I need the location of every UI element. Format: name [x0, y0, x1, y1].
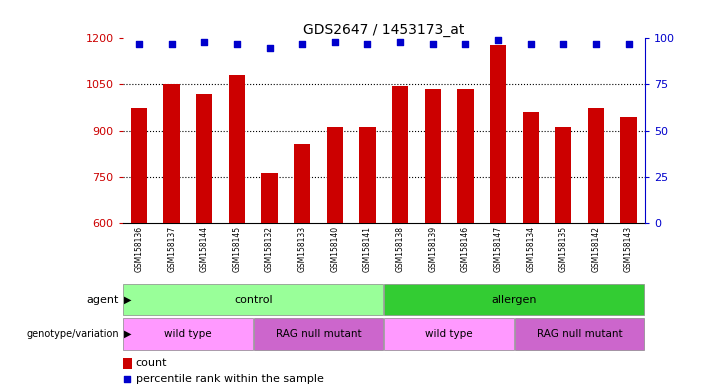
- Text: RAG null mutant: RAG null mutant: [537, 329, 622, 339]
- Text: GSM158133: GSM158133: [298, 226, 307, 272]
- Point: [460, 41, 471, 47]
- Text: ▶: ▶: [124, 329, 132, 339]
- Text: GSM158132: GSM158132: [265, 226, 274, 271]
- Text: control: control: [234, 295, 273, 305]
- Bar: [254, 318, 383, 350]
- Point: [590, 41, 601, 47]
- Point: [395, 39, 406, 45]
- Text: count: count: [136, 358, 168, 368]
- Bar: [384, 318, 514, 350]
- Point: [122, 376, 133, 382]
- Bar: [261, 173, 278, 223]
- Point: [362, 41, 373, 47]
- Bar: [327, 127, 343, 223]
- Title: GDS2647 / 1453173_at: GDS2647 / 1453173_at: [303, 23, 465, 37]
- Bar: [360, 127, 376, 223]
- Text: agent: agent: [87, 295, 119, 305]
- Text: wild type: wild type: [426, 329, 473, 339]
- Bar: [555, 127, 571, 223]
- Text: GSM158143: GSM158143: [624, 226, 633, 272]
- Point: [297, 41, 308, 47]
- Text: GSM158140: GSM158140: [330, 226, 339, 272]
- Point: [525, 41, 536, 47]
- Bar: [196, 94, 212, 223]
- Bar: [425, 89, 441, 223]
- Text: GSM158135: GSM158135: [559, 226, 568, 272]
- Text: GSM158138: GSM158138: [395, 226, 404, 271]
- Bar: [384, 284, 644, 315]
- Text: GSM158136: GSM158136: [135, 226, 144, 272]
- Bar: [131, 108, 147, 223]
- Point: [264, 45, 275, 51]
- Point: [427, 41, 438, 47]
- Text: GSM158137: GSM158137: [167, 226, 176, 272]
- Point: [166, 41, 177, 47]
- Text: GSM158144: GSM158144: [200, 226, 209, 272]
- Text: wild type: wild type: [164, 329, 212, 339]
- Bar: [515, 318, 644, 350]
- Text: GSM158139: GSM158139: [428, 226, 437, 272]
- Text: GSM158146: GSM158146: [461, 226, 470, 272]
- Text: GSM158142: GSM158142: [592, 226, 601, 271]
- Text: percentile rank within the sample: percentile rank within the sample: [136, 374, 324, 384]
- Text: allergen: allergen: [491, 295, 537, 305]
- Bar: [457, 89, 474, 223]
- Bar: [123, 318, 252, 350]
- Text: RAG null mutant: RAG null mutant: [275, 329, 361, 339]
- Bar: [229, 75, 245, 223]
- Text: GSM158141: GSM158141: [363, 226, 372, 271]
- Point: [558, 41, 569, 47]
- Bar: [522, 112, 539, 223]
- Bar: [392, 86, 408, 223]
- Bar: [588, 108, 604, 223]
- Text: GSM158145: GSM158145: [233, 226, 241, 272]
- Point: [623, 41, 634, 47]
- Bar: [294, 144, 311, 223]
- Bar: [123, 284, 383, 315]
- Point: [329, 39, 341, 45]
- Text: ▶: ▶: [124, 295, 132, 305]
- Bar: [123, 358, 132, 369]
- Bar: [490, 45, 506, 223]
- Text: GSM158147: GSM158147: [494, 226, 503, 272]
- Point: [198, 39, 210, 45]
- Text: genotype/variation: genotype/variation: [27, 329, 119, 339]
- Point: [231, 41, 243, 47]
- Point: [133, 41, 144, 47]
- Point: [492, 37, 503, 43]
- Text: GSM158134: GSM158134: [526, 226, 535, 272]
- Bar: [620, 117, 637, 223]
- Bar: [163, 84, 179, 223]
